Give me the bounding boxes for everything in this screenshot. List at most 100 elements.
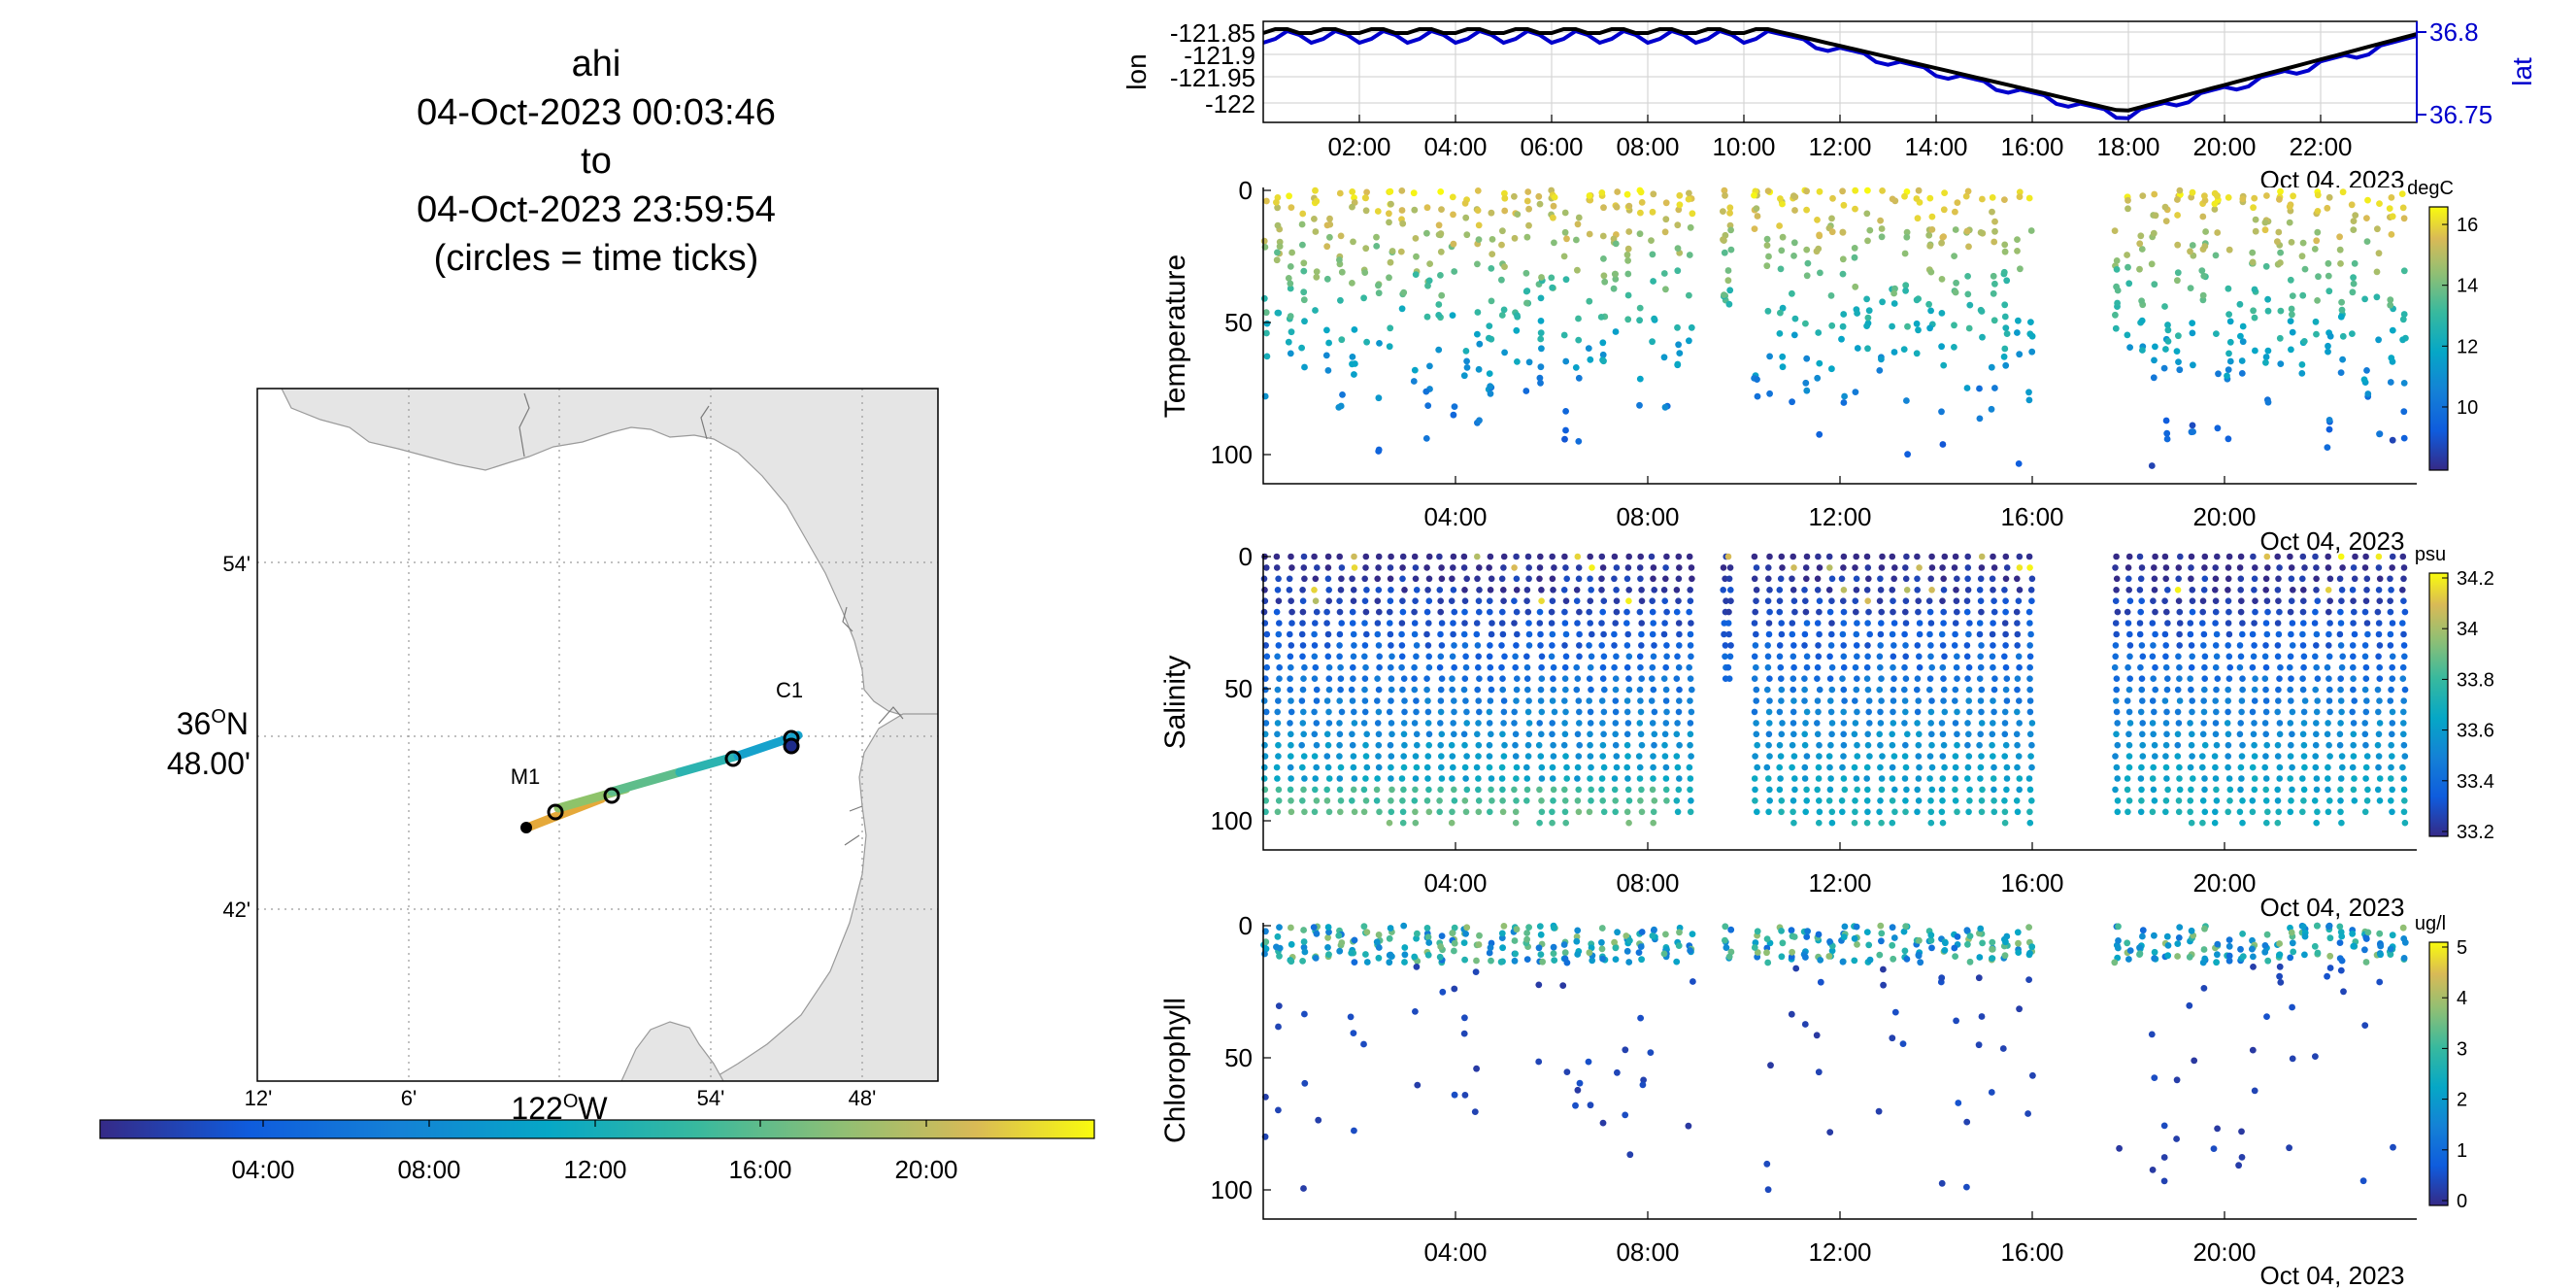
temperature-point (1650, 278, 1656, 285)
chlorophyll-point (1439, 988, 1447, 996)
temperature-point (1474, 309, 1482, 316)
temperature-point (1360, 294, 1367, 302)
salinity-point (1263, 663, 1270, 671)
salinity-point (1863, 819, 1871, 827)
temperature-point (1499, 227, 1506, 235)
salinity-point (2375, 630, 2383, 638)
salinity-point (1651, 741, 1657, 749)
temperature-point (1323, 243, 1331, 251)
chlorophyll-point (1473, 957, 1480, 965)
salinity-point (2199, 597, 2207, 604)
temperature-point (1550, 202, 1557, 210)
salinity-point (2274, 708, 2281, 716)
temperature-point (1537, 335, 1545, 343)
salinity-point (1687, 730, 1694, 738)
salinity-point (1902, 763, 1910, 771)
salinity-point (2326, 597, 2333, 604)
salinity-point (1437, 608, 1444, 616)
chlorophyll-point (1589, 957, 1596, 965)
temperature-point (1474, 187, 1482, 194)
salinity-point (1360, 808, 1368, 816)
title-line-3: to (581, 141, 612, 182)
salinity-point (2014, 675, 2022, 682)
chlorophyll-point (1599, 1119, 1607, 1127)
chlorophyll-point (2151, 1074, 2158, 1081)
salinity-point (1561, 553, 1568, 560)
temperature-point (1939, 441, 1947, 448)
salinity-point (2016, 587, 2024, 593)
salinity-point (1498, 620, 1506, 627)
salinity-point (1374, 675, 1381, 682)
temperature-point (2290, 192, 2297, 200)
salinity-point (2187, 675, 2193, 682)
temperature-point (2164, 322, 2171, 328)
temperature-point (2252, 347, 2258, 355)
temperature-point (1952, 288, 1959, 296)
temperature-point (1349, 188, 1356, 195)
temperature-point (1260, 237, 1268, 245)
chlorophyll-point (1488, 957, 1494, 965)
temperature-point (1575, 214, 1583, 221)
chlorophyll-point (1975, 1041, 1983, 1049)
salinity-point (2174, 708, 2182, 716)
salinity-point (2262, 620, 2270, 627)
temperature-point (2015, 317, 2022, 324)
salinity-point (2312, 686, 2319, 694)
salinity-point (2252, 608, 2258, 616)
salinity-point (1863, 587, 1871, 593)
chlorophyll-point (1598, 938, 1605, 946)
salinity-point (1890, 608, 1896, 616)
salinity-point (1651, 797, 1658, 804)
salinity-point (2124, 620, 2132, 627)
temperature-point (2002, 361, 2010, 369)
salinity-point (2225, 808, 2231, 816)
salinity-point (2003, 697, 2011, 704)
salinity-point (1803, 553, 1811, 560)
salinity-point (1488, 786, 1494, 794)
salinity-point (2016, 697, 2023, 704)
salinity-point (2188, 819, 2195, 827)
salinity-point (2337, 642, 2345, 649)
temperature-point (1864, 345, 1871, 353)
salinity-point (1978, 686, 1986, 694)
temperature-point (1778, 247, 1786, 254)
salinity-point (1460, 564, 1468, 571)
chlorophyll-point (2125, 956, 2132, 963)
temperature-point (1375, 394, 1383, 402)
chlorophyll-point (1437, 943, 1445, 950)
chlorophyll-point (1999, 1045, 2007, 1052)
chlorophyll-point (1673, 958, 1681, 966)
salinity-point (1589, 564, 1595, 571)
chlorophyll-point (2276, 951, 2283, 959)
temperature-point (1349, 280, 1355, 287)
temperature-point (2337, 313, 2345, 321)
salinity-point (1939, 775, 1947, 782)
temperature-point (2388, 231, 2395, 238)
salinity-point (1388, 686, 1395, 694)
temperature-point (1863, 295, 1870, 303)
salinity-point (1854, 786, 1860, 794)
temperature-point (2025, 389, 2032, 396)
salinity-point (1853, 575, 1860, 583)
salinity-point (1816, 808, 1823, 816)
temperature-point (2148, 260, 2156, 268)
salinity-point (1828, 597, 1835, 604)
temperature-point (1537, 294, 1545, 302)
salinity-point (2275, 630, 2283, 638)
salinity-point (1275, 786, 1283, 794)
salinity-point (2225, 587, 2231, 593)
salinity-point (2350, 730, 2358, 738)
salinity-point (1549, 720, 1556, 727)
salinity-point (2299, 808, 2306, 816)
salinity-point (1612, 675, 1620, 682)
salinity-point (2163, 686, 2171, 694)
temperature-point (1561, 435, 1568, 443)
salinity-point (2352, 553, 2359, 560)
salinity-point (1915, 597, 1922, 604)
salinity-point (1803, 653, 1811, 661)
salinity-point (1625, 553, 1632, 560)
salinity-point (1324, 741, 1332, 749)
salinity-point (1687, 720, 1694, 727)
salinity-point (2027, 630, 2034, 638)
salinity-point (1411, 553, 1419, 560)
